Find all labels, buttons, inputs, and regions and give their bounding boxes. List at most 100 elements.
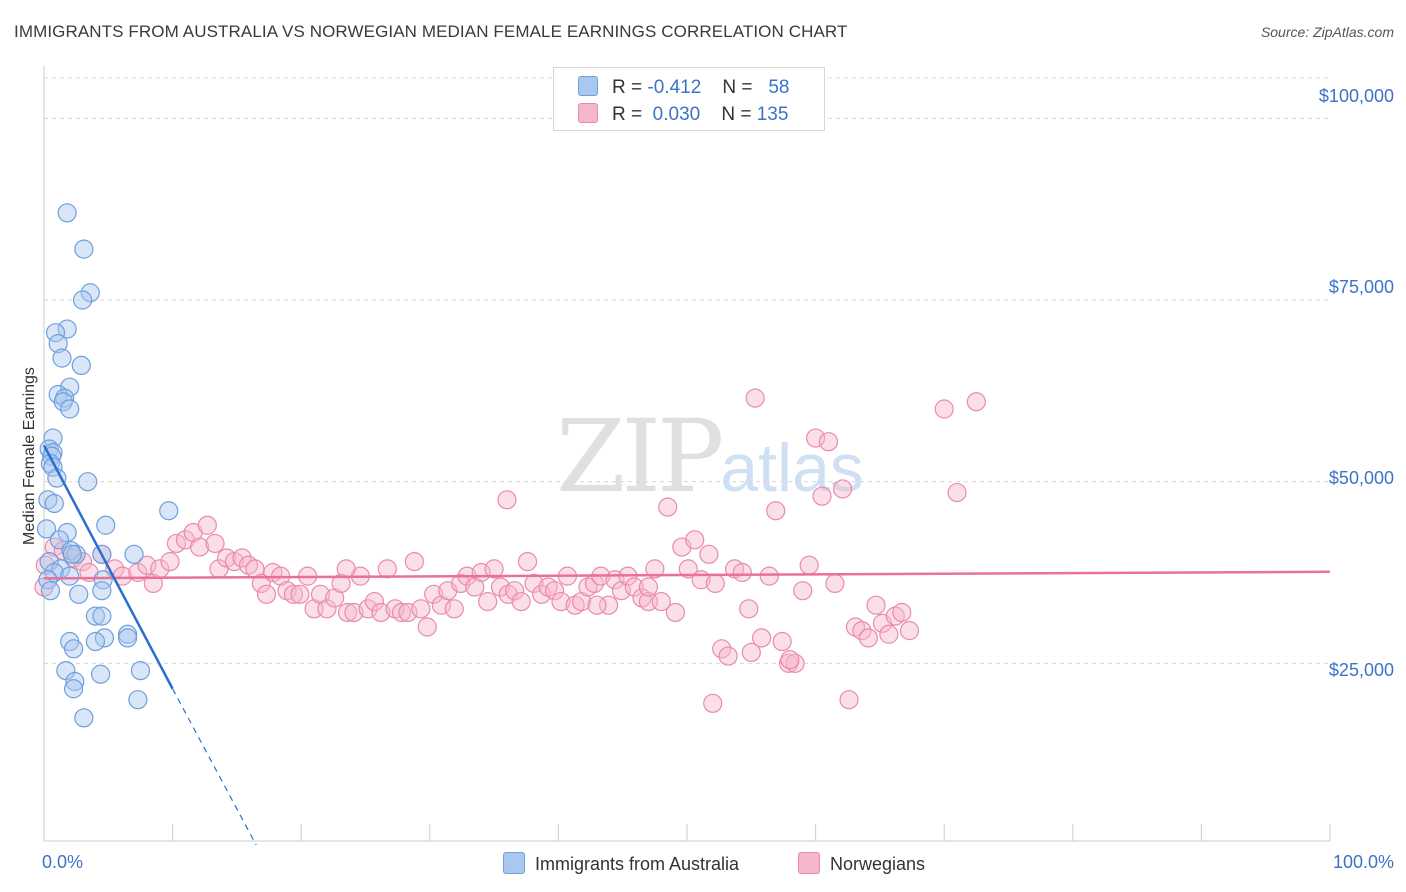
watermark-zip: ZIP	[556, 398, 724, 515]
australia-point	[38, 490, 58, 510]
australia-point	[40, 581, 61, 601]
norwegians-points	[34, 388, 986, 713]
norwegians-point	[718, 646, 738, 666]
norwegians-point	[741, 642, 761, 663]
australia-points	[36, 203, 179, 728]
norwegians-point	[358, 599, 378, 619]
norwegians-point	[451, 573, 471, 594]
norwegians-point	[812, 486, 832, 506]
australia-point	[52, 348, 72, 368]
australia-point	[90, 664, 111, 684]
norwegians-point	[966, 392, 986, 412]
norwegians-point	[866, 595, 886, 615]
norwegians-point	[197, 515, 217, 535]
norwegians-point	[665, 602, 686, 623]
australia-point	[74, 239, 94, 259]
norwegians-point	[845, 617, 866, 637]
legend-item-australia[interactable]: Immigrants from Australia	[503, 852, 739, 875]
australia-point	[69, 584, 89, 604]
norwegians-point	[624, 577, 644, 597]
australia-point	[63, 639, 84, 659]
australia-trend-line	[42, 444, 174, 690]
y-tick-label: $75,000	[1328, 277, 1394, 297]
norwegians-point	[364, 591, 385, 612]
legend-label-australia: Immigrants from Australia	[535, 854, 740, 874]
legend-r-value: -0.412	[647, 77, 702, 98]
x-tick-label-min: 0.0%	[42, 852, 84, 872]
australia-point	[71, 355, 91, 375]
norwegians-point	[833, 479, 853, 499]
norwegians-point	[532, 584, 552, 604]
australia-point	[85, 606, 106, 626]
x-tick-label-max: 100.0%	[1332, 852, 1394, 872]
norwegians-point	[337, 602, 358, 623]
norwegians-point	[391, 602, 412, 623]
norwegians-point	[638, 577, 659, 597]
norwegians-point	[632, 588, 652, 608]
norwegians-point	[551, 591, 571, 612]
watermark-atlas: atlas	[720, 430, 864, 506]
norwegians-point	[444, 599, 464, 619]
norwegians-point	[256, 584, 277, 604]
legend-row-australia: R = -0.412 N = 58	[578, 76, 789, 99]
legend-item-norwegians[interactable]: Norwegians	[798, 852, 925, 875]
norwegians-point	[490, 577, 511, 597]
legend-swatch-blue	[578, 76, 598, 96]
australia-point	[57, 522, 77, 543]
y-tick-label: $50,000	[1328, 468, 1394, 488]
norwegians-point	[290, 584, 310, 604]
legend-r-value: 0.030	[652, 104, 701, 125]
norwegians-point	[818, 432, 839, 452]
norwegians-point	[371, 602, 391, 623]
norwegians-point	[934, 399, 954, 419]
norwegians-point	[745, 388, 765, 408]
norwegians-point	[852, 621, 872, 641]
norwegians-point	[885, 606, 905, 626]
legend-r-label: R =	[612, 104, 643, 125]
norwegians-point	[685, 530, 705, 550]
australia-point	[96, 515, 116, 535]
australia-point	[39, 439, 59, 459]
norwegians-point	[947, 482, 967, 503]
norwegians-point	[404, 551, 424, 572]
norwegians-trend-line	[43, 570, 1331, 580]
legend-swatch-pink	[578, 103, 598, 123]
norwegians-point	[190, 537, 210, 557]
norwegians-point	[799, 555, 819, 575]
norwegians-point	[578, 577, 598, 597]
norwegians-point	[759, 566, 779, 586]
australia-point	[92, 606, 112, 626]
norwegians-point	[478, 591, 498, 612]
australia-point	[128, 690, 148, 710]
australia-point	[44, 493, 64, 514]
norwegians-point	[858, 628, 878, 648]
australia-point	[72, 290, 93, 310]
norwegians-point	[587, 595, 607, 615]
norwegians-point	[879, 624, 899, 644]
norwegians-point	[417, 617, 437, 637]
australia-point	[92, 581, 112, 601]
norwegians-point	[793, 581, 813, 601]
australia-point	[74, 708, 94, 728]
y-tick-label: $25,000	[1328, 660, 1394, 680]
norwegians-point	[344, 602, 364, 623]
norwegians-point	[825, 573, 845, 594]
legend-r-label: R =	[612, 77, 643, 98]
norwegians-point	[772, 631, 792, 652]
norwegians-point	[317, 599, 337, 619]
y-tick-label: $100,000	[1318, 86, 1394, 106]
norwegians-point	[705, 573, 725, 594]
norwegians-point	[277, 581, 297, 601]
legend-row-norwegians: R = 0.030 N = 135	[578, 103, 788, 126]
norwegians-point	[511, 591, 531, 612]
australia-point	[130, 660, 151, 681]
legend-n-value: 135	[756, 104, 789, 125]
axes	[43, 66, 1331, 842]
norwegians-point	[651, 591, 671, 612]
source-credit: Source: ZipAtlas.com	[1260, 24, 1394, 40]
norwegians-point	[658, 497, 678, 517]
norwegians-point	[899, 621, 920, 641]
legend-swatch-blue	[503, 852, 525, 874]
norwegians-point	[751, 628, 772, 648]
